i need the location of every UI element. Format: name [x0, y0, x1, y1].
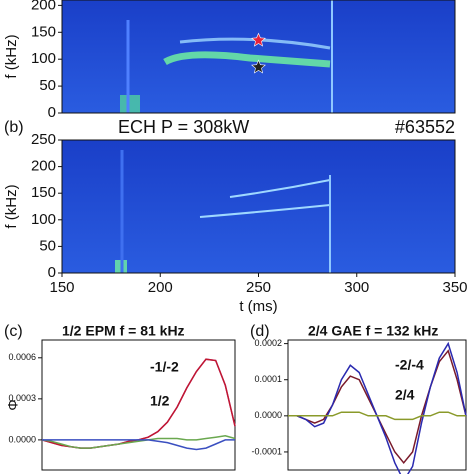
spectrogram-a-image	[62, 0, 455, 113]
star-marker	[251, 59, 266, 74]
plot-frame	[41, 339, 236, 471]
line-series	[41, 358, 236, 449]
y-tick-label: 50	[39, 77, 56, 94]
plot-frame	[61, 0, 456, 114]
y-tick-label: 250	[31, 131, 56, 148]
series-label: -1/-2	[150, 359, 179, 375]
y-tick-label: 150	[31, 184, 56, 201]
panel-label: (b)	[4, 119, 24, 136]
panel-title: 1/2 EPM f = 81 kHz	[62, 323, 185, 339]
panel-label: (c)	[4, 323, 23, 340]
spectrogram-b-image	[62, 140, 455, 273]
series-label: 2/4	[395, 387, 415, 403]
y-tick-label: 0.0000	[8, 434, 36, 444]
y-tick-label: 0	[48, 264, 56, 281]
line-series	[41, 435, 236, 449]
x-tick-label: 350	[442, 279, 467, 296]
plot-frame	[287, 339, 467, 471]
x-tick-label: 150	[49, 279, 74, 296]
y-tick-label: 0.0003	[8, 393, 36, 403]
line-series	[288, 349, 467, 464]
panel-title: ECH P = 308kW	[118, 117, 249, 137]
y-tick-label: 50	[39, 237, 56, 254]
y-tick-label: 100	[31, 50, 56, 67]
star-marker	[251, 32, 266, 47]
x-tick-label: 200	[148, 279, 173, 296]
panel-title: 2/4 GAE f = 132 kHz	[308, 323, 438, 339]
x-axis-label: t (ms)	[239, 298, 277, 315]
series-label: -2/-4	[395, 357, 424, 373]
y-tick-label: 150	[31, 23, 56, 40]
panel-label: (d)	[250, 323, 270, 340]
y-tick-label: 0.0001	[254, 374, 282, 384]
y-tick-label: 200	[31, 0, 56, 13]
x-tick-label: 300	[344, 279, 369, 296]
y-tick-label: 100	[31, 211, 56, 228]
line-series	[41, 358, 236, 449]
y-tick-label: 0.0002	[254, 338, 282, 348]
x-tick-label: 250	[246, 279, 271, 296]
y-tick-label: 0	[48, 104, 56, 121]
plot-frame	[61, 139, 456, 274]
y-tick-label: 0.0006	[8, 352, 36, 362]
line-series	[288, 411, 466, 421]
series-label: 1/2	[150, 393, 170, 409]
y-axis-label: f (kHz)	[3, 184, 20, 228]
y-tick-label: -0.0001	[251, 446, 282, 456]
y-tick-label: 0.0000	[254, 410, 282, 420]
line-series	[42, 439, 235, 451]
y-axis-label: f (kHz)	[3, 34, 20, 78]
y-tick-label: 200	[31, 158, 56, 175]
y-axis-label: Φ	[5, 399, 21, 410]
panel-annotation: #63552	[395, 117, 455, 137]
